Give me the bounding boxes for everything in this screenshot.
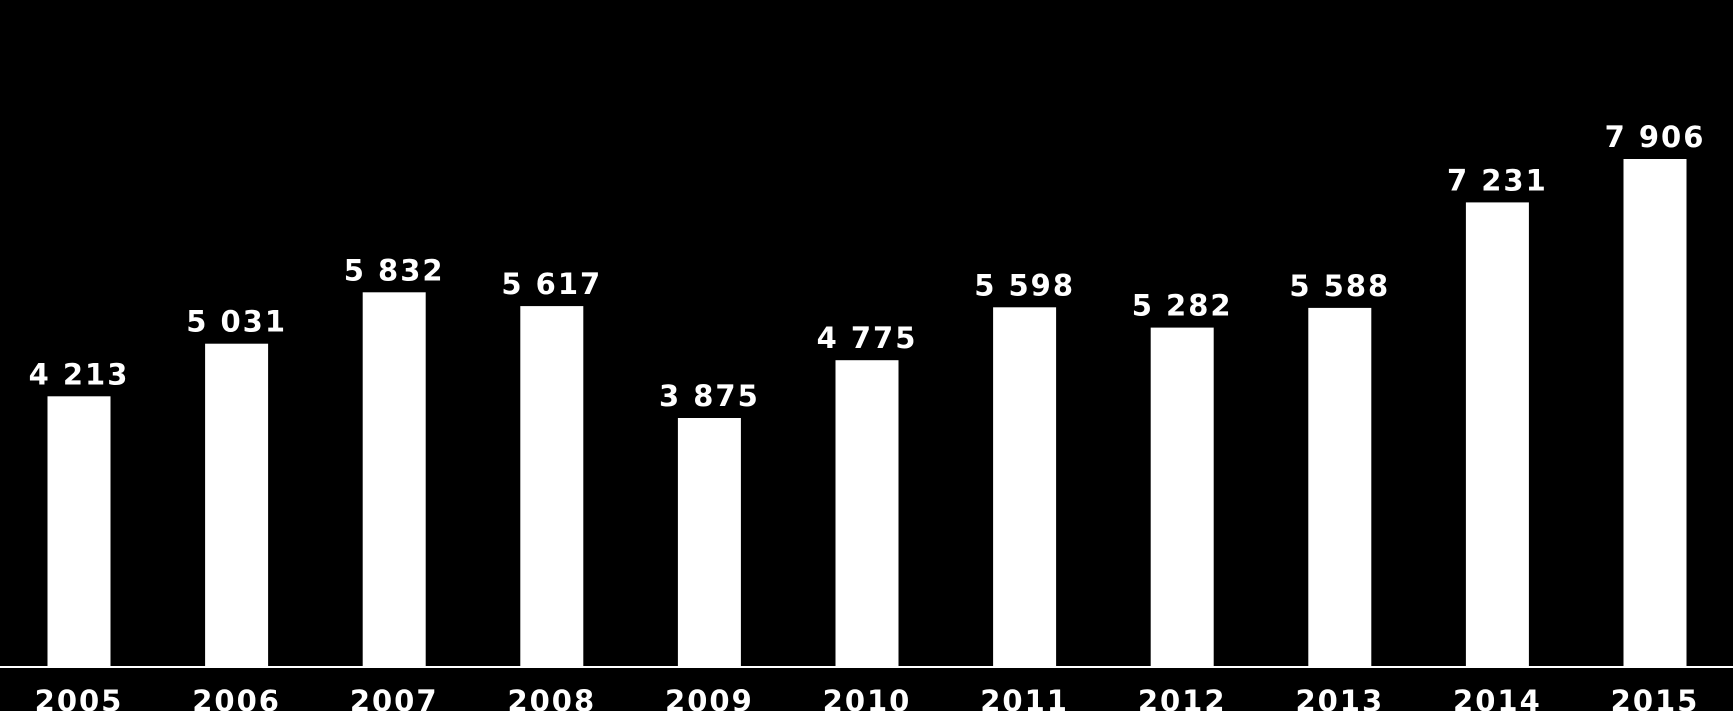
x-tick-label-2013: 2013: [1295, 684, 1384, 711]
x-tick-label-2007: 2007: [350, 684, 439, 711]
value-label-2011: 5 598: [974, 268, 1075, 302]
bar-2006: [205, 343, 269, 667]
value-label-2010: 4 775: [817, 321, 918, 355]
value-label-2013: 5 588: [1289, 269, 1390, 303]
bars-group: [47, 159, 1687, 667]
x-tick-label-2010: 2010: [823, 684, 912, 711]
bar-2013: [1308, 307, 1372, 667]
bar-2009: [677, 418, 741, 667]
bar-2014: [1465, 202, 1529, 667]
x-tick-label-2012: 2012: [1138, 684, 1227, 711]
bar-2010: [835, 360, 899, 667]
value-label-2014: 7 231: [1447, 163, 1548, 197]
value-label-2006: 5 031: [186, 305, 287, 339]
value-label-2008: 5 617: [501, 267, 602, 301]
bar-2007: [362, 292, 426, 667]
x-tick-label-2011: 2011: [980, 684, 1069, 711]
x-tick-label-2006: 2006: [192, 684, 281, 711]
value-label-2009: 3 875: [659, 379, 760, 413]
value-label-2012: 5 282: [1132, 289, 1233, 323]
value-label-2007: 5 832: [344, 253, 445, 287]
x-tick-labels-group: 2005 2006 2007 2008 2009 2010 2011 2012 2013 2014…: [35, 684, 1700, 711]
value-label-2005: 4 213: [29, 357, 130, 391]
value-labels-group: 4 213 5 031 5 832 5 617 3 875 4 775 5 598 5 282…: [29, 120, 1706, 413]
bar-2011: [993, 307, 1057, 667]
bar-2008: [520, 306, 584, 667]
bar-2005: [47, 396, 111, 667]
x-tick-label-2008: 2008: [507, 684, 596, 711]
x-tick-label-2014: 2014: [1453, 684, 1542, 711]
bar-2015: [1623, 159, 1687, 667]
x-tick-label-2009: 2009: [665, 684, 754, 711]
x-tick-label-2015: 2015: [1611, 684, 1700, 711]
value-label-2015: 7 906: [1605, 120, 1706, 154]
x-tick-label-2005: 2005: [35, 684, 124, 711]
bar-2012: [1150, 327, 1214, 667]
